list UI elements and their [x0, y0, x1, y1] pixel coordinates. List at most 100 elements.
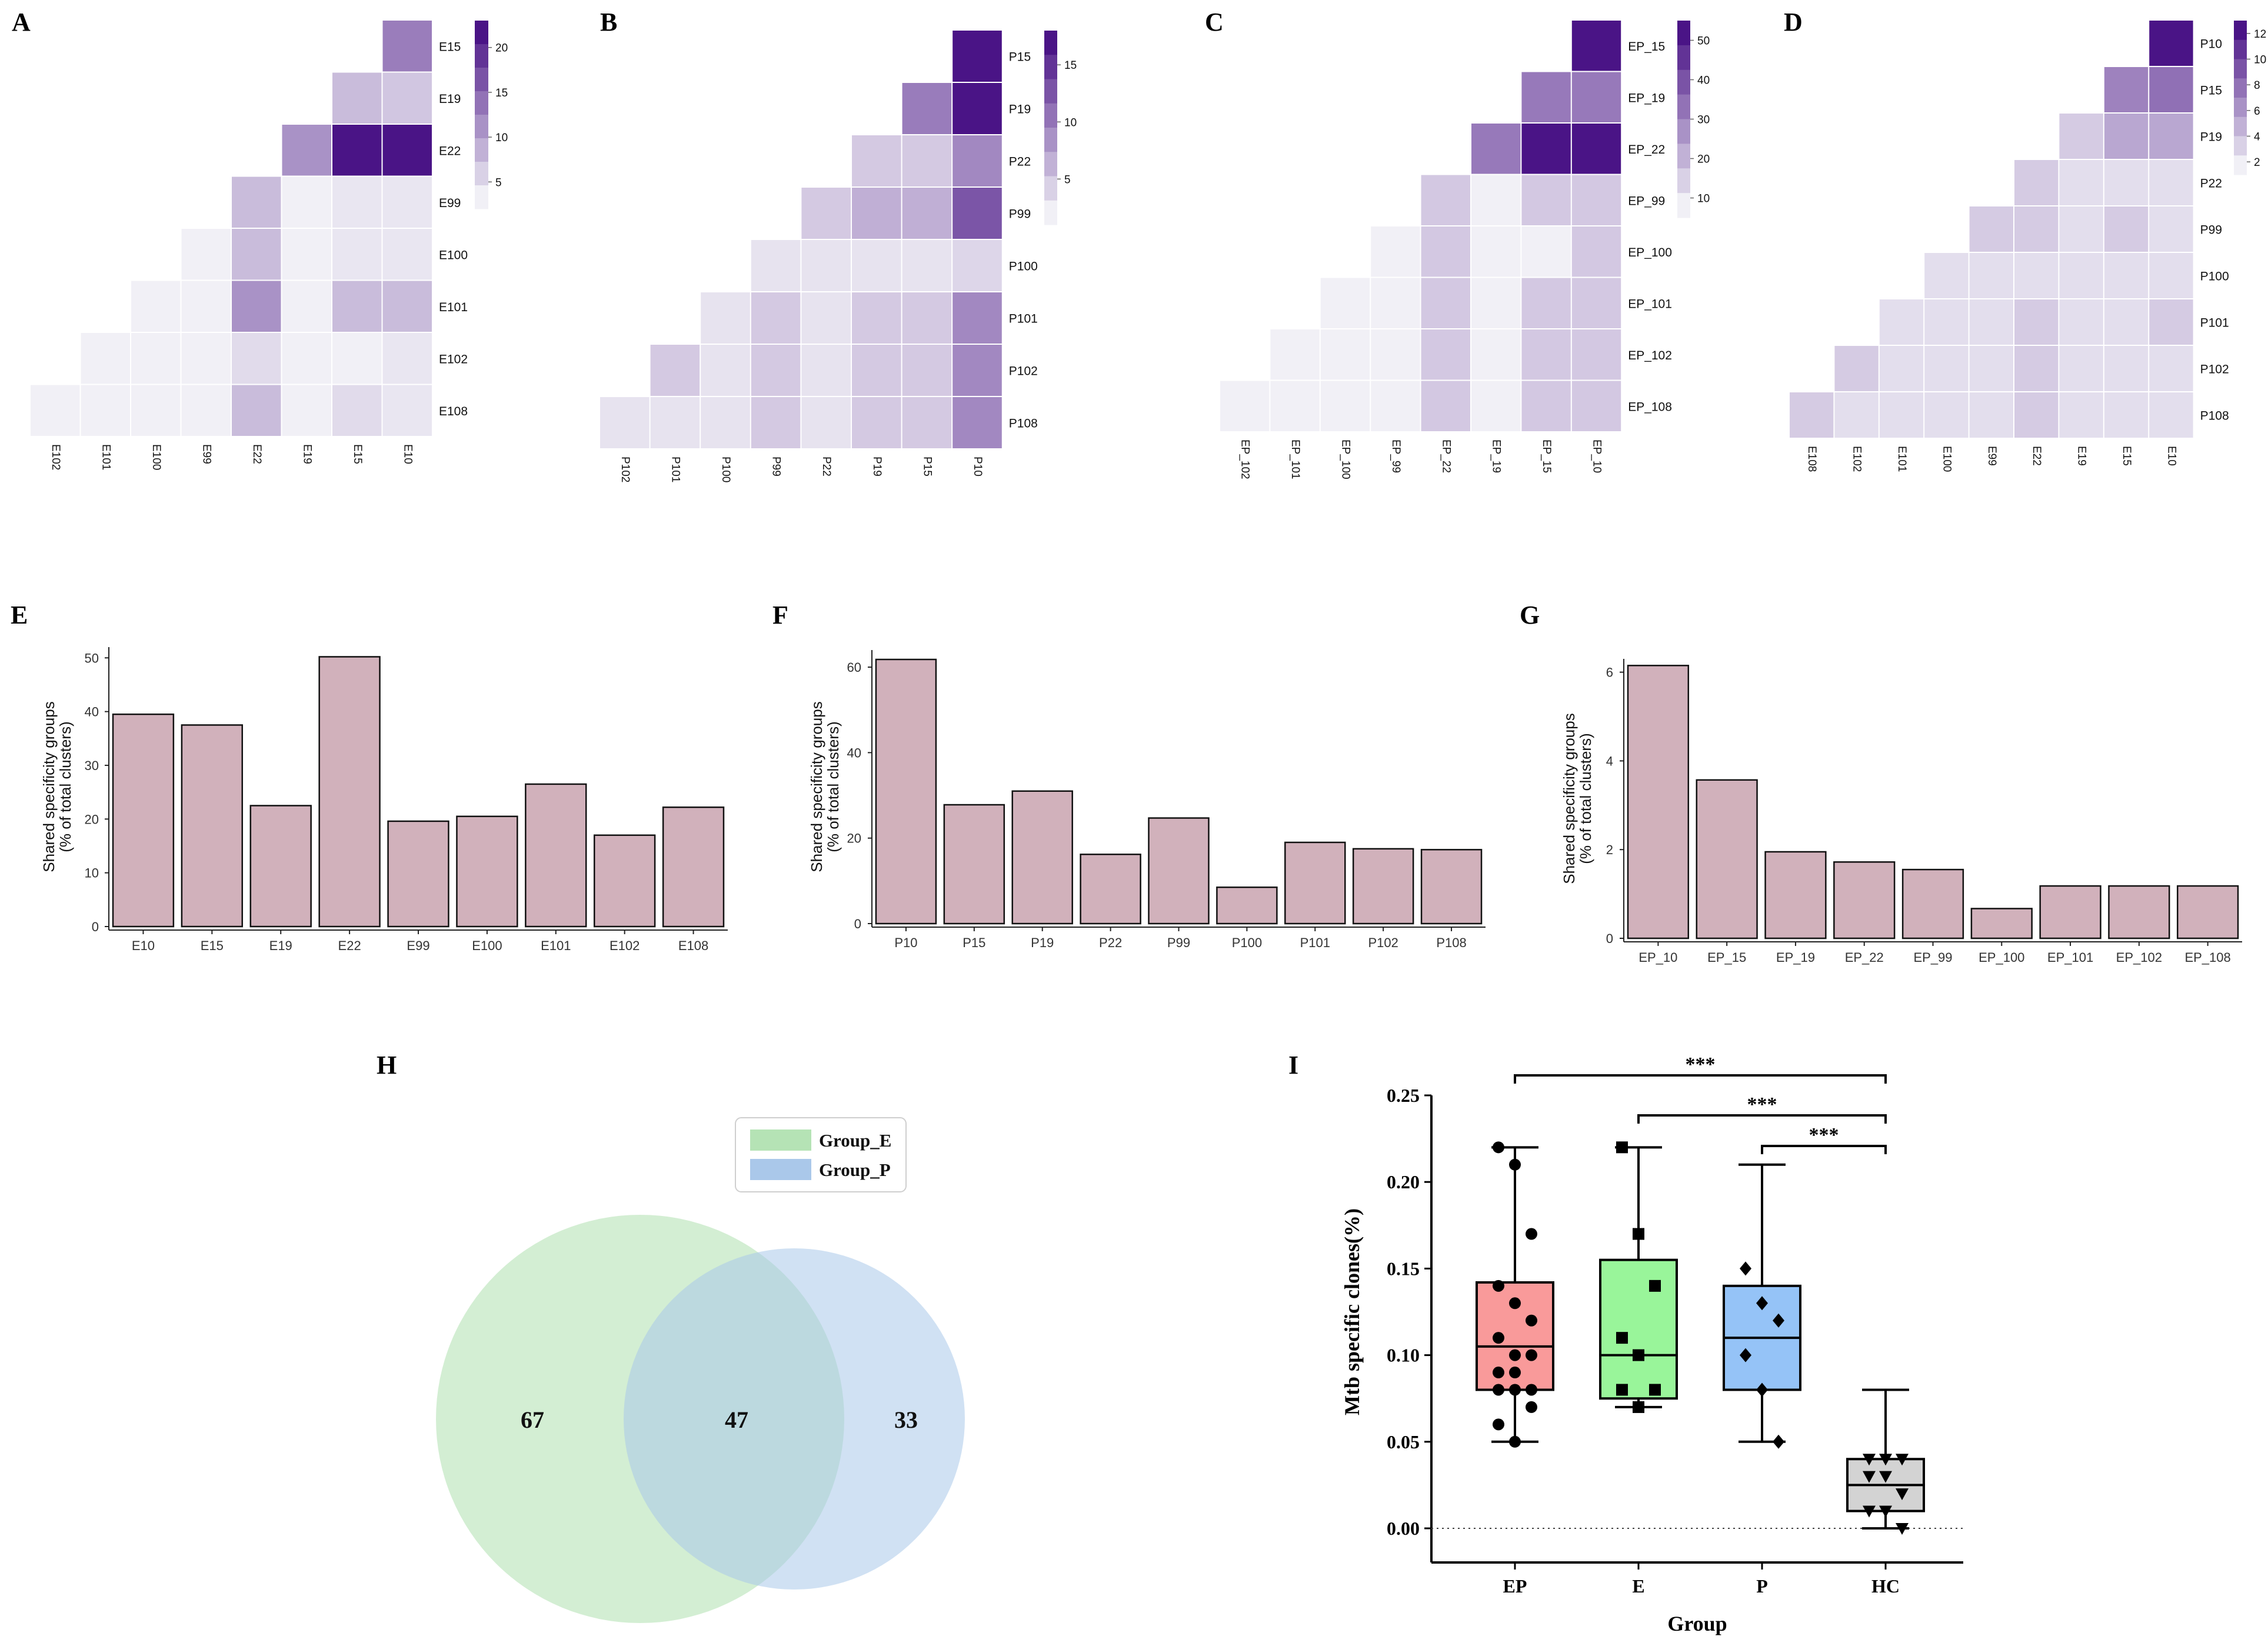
heatmap-cell [1571, 175, 1621, 225]
heatmap-cell [1924, 346, 1969, 391]
x-tick-label: P19 [1031, 935, 1054, 950]
colorbar-segment [1677, 69, 1690, 95]
heatmap-cell [1521, 381, 1571, 431]
heatmap-col-label: P19 [871, 457, 883, 477]
panel-label-i: I [1288, 1051, 1298, 1079]
heatmap-cell [2104, 299, 2149, 345]
heatmap-col-label: E99 [1986, 446, 1998, 466]
heatmap-cell [852, 397, 901, 448]
heatmap-cell [2104, 392, 2149, 438]
data-point [1526, 1384, 1537, 1396]
heatmap-cell [332, 72, 382, 124]
heatmap-cell [1371, 381, 1420, 431]
colorbar-tick-label: 15 [495, 87, 508, 99]
heatmap-cell [332, 125, 382, 176]
heatmap-cell [1879, 299, 1924, 345]
heatmap-cell [1571, 381, 1621, 431]
colorbar-segment [475, 115, 488, 139]
heatmap-row-label: EP_101 [1628, 297, 1672, 311]
heatmap-cell [852, 188, 901, 239]
heatmap-col-label: EP_22 [1440, 439, 1452, 473]
heatmap-cell [1969, 206, 2013, 252]
data-point [1509, 1384, 1521, 1396]
venn-legend-swatch-p [750, 1159, 811, 1180]
heatmap-cell [852, 240, 901, 291]
heatmap-cell [1521, 329, 1571, 380]
significance-label: *** [1747, 1094, 1777, 1115]
heatmap-cell [1371, 329, 1420, 380]
heatmap-cell [2149, 299, 2193, 345]
colorbar-segment [1677, 193, 1690, 218]
data-point [1896, 1523, 1909, 1535]
colorbar-tick-label: 40 [1697, 75, 1710, 87]
heatmap-row-label: EP_102 [1628, 349, 1672, 362]
heatmap-cell [902, 397, 952, 448]
heatmap-cell [2014, 346, 2059, 391]
colorbar-segment [475, 162, 488, 186]
panel-label-h: H [377, 1051, 397, 1079]
heatmap-row-label: E15 [439, 40, 461, 54]
heatmap-row-label: E101 [439, 301, 468, 314]
bar [2039, 885, 2102, 939]
heatmap-b: P15 P19 P22 P99 P100 P101 P102 P108 P102 P101 P100… [600, 31, 1077, 482]
data-point [1863, 1471, 1876, 1483]
panel-label-a: A [12, 8, 31, 36]
heatmap-row-label: P10 [2200, 38, 2222, 51]
heatmap-cell [282, 176, 331, 228]
data-point [1740, 1348, 1751, 1362]
colorbar-tick-label: 10 [1064, 116, 1077, 129]
heatmap-row-label: EP_19 [1628, 91, 1665, 105]
heatmap-row-label: P19 [1009, 103, 1031, 116]
heatmap-col-label: P10 [971, 457, 984, 477]
heatmap-cell [2104, 206, 2149, 252]
colorbar-tick-label: 15 [1064, 59, 1077, 72]
heatmap-row-label: EP_99 [1628, 194, 1665, 208]
data-point [1879, 1454, 1892, 1466]
data-point [1526, 1401, 1537, 1413]
panel-label-f: F [772, 601, 788, 629]
heatmap-cell [332, 385, 382, 436]
heatmap-cell [1521, 72, 1571, 122]
heatmap-col-label: E99 [200, 444, 212, 464]
data-point [1526, 1228, 1537, 1240]
heatmap-cell [953, 135, 1002, 186]
colorbar-tick-label: 10 [2254, 54, 2266, 66]
x-tick-label: HC [1871, 1575, 1900, 1597]
heatmap-cell [2149, 253, 2193, 298]
bar [662, 806, 725, 928]
data-point [1616, 1332, 1628, 1344]
data-point [1633, 1228, 1644, 1240]
data-point [1863, 1505, 1876, 1518]
heatmap-cell [2104, 346, 2149, 391]
bar [387, 820, 449, 928]
colorbar-segment [1044, 31, 1057, 55]
bar [943, 804, 1005, 925]
heatmap-col-label: P100 [720, 457, 732, 482]
y-tick-label: 0.20 [1387, 1171, 1420, 1192]
heatmap-row-label: P101 [2200, 316, 2229, 330]
x-axis-title: Group [1667, 1612, 1727, 1635]
heatmap-cell [81, 333, 130, 384]
heatmap-cell [282, 229, 331, 280]
heatmap-col-label: P101 [669, 457, 681, 482]
heatmap-cell [902, 188, 952, 239]
venn-legend-box [735, 1117, 907, 1192]
heatmap-cell [232, 385, 281, 436]
heatmap-row-label: E19 [439, 92, 461, 106]
colorbar-segment [1677, 168, 1690, 194]
y-tick-label: 0.00 [1387, 1518, 1420, 1539]
heatmap-row-label: EP_22 [1628, 143, 1665, 156]
colorbar-segment [475, 68, 488, 92]
heatmap-cell [751, 397, 801, 448]
x-tick-label: P101 [1300, 935, 1330, 950]
heatmap-cell [701, 292, 750, 344]
data-point [1756, 1296, 1768, 1311]
heatmap-cell [2014, 299, 2059, 345]
heatmap-cell [131, 333, 181, 384]
colorbar-segment [1044, 128, 1057, 152]
x-tick-label: P10 [894, 935, 917, 950]
heatmap-cell [81, 385, 130, 436]
data-point [1526, 1314, 1537, 1327]
colorbar-segment [1044, 152, 1057, 176]
colorbar-segment [2234, 78, 2247, 98]
